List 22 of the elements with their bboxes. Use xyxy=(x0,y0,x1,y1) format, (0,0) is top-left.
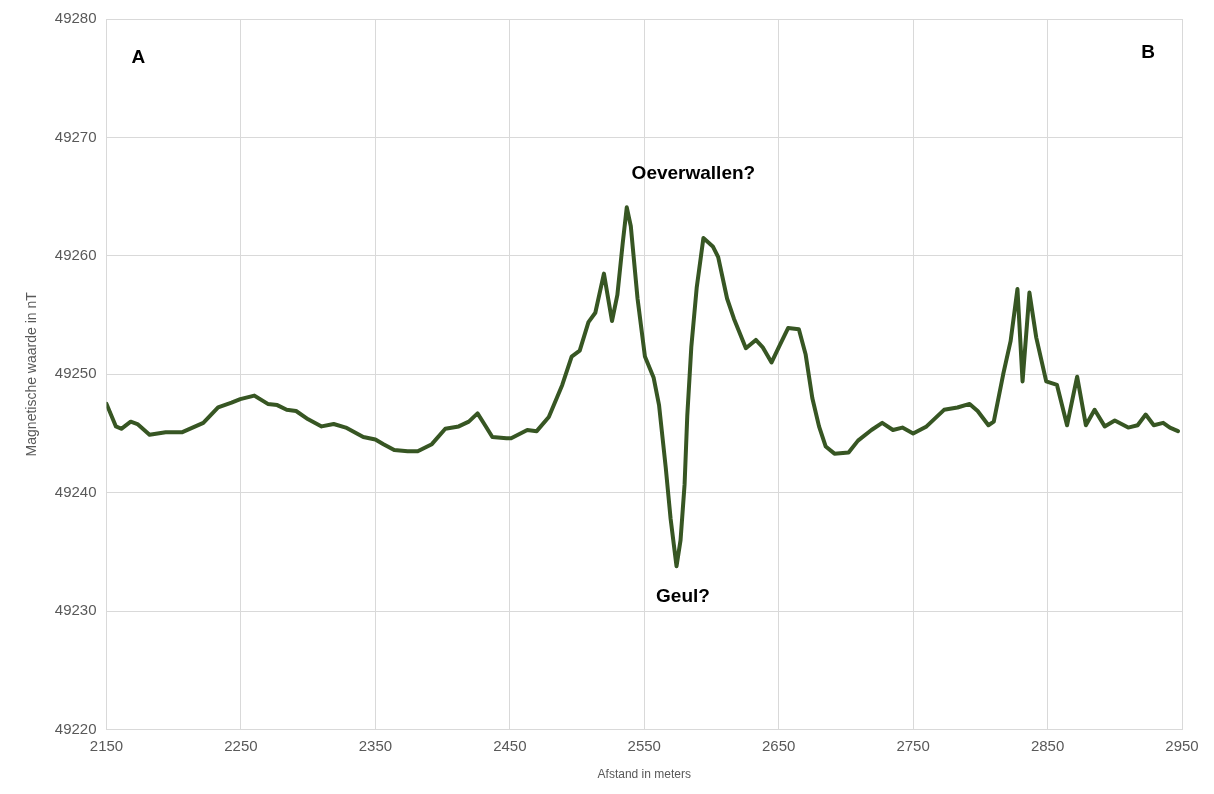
x-tick-label: 2250 xyxy=(224,736,258,754)
y-tick-label: 49230 xyxy=(54,601,97,619)
x-tick-label: 2750 xyxy=(896,736,930,754)
x-tick-label: 2450 xyxy=(493,736,527,754)
y-axis-title: Magnetische waarde in nT xyxy=(23,291,40,457)
y-tick-label: 49280 xyxy=(54,9,97,27)
x-tick-label: 2650 xyxy=(762,736,796,754)
y-tick-label: 49270 xyxy=(54,127,97,145)
y-tick-label: 49260 xyxy=(54,246,97,264)
x-tick-label: 2850 xyxy=(1030,736,1065,754)
x-tick-label: 2550 xyxy=(627,736,661,754)
y-tick-label: 49240 xyxy=(54,482,97,500)
annotation: B xyxy=(1141,41,1156,63)
annotation: Geul? xyxy=(656,584,710,606)
x-tick-label: 2950 xyxy=(1165,736,1199,754)
annotation: A xyxy=(131,46,146,68)
y-tick-label: 49250 xyxy=(54,364,97,382)
annotation: Oeverwallen? xyxy=(631,162,756,184)
x-tick-label: 2350 xyxy=(358,736,393,754)
y-tick-label: 49220 xyxy=(54,719,97,737)
x-tick-label: 2150 xyxy=(89,736,124,754)
x-axis-title: Afstand in meters xyxy=(597,767,691,782)
